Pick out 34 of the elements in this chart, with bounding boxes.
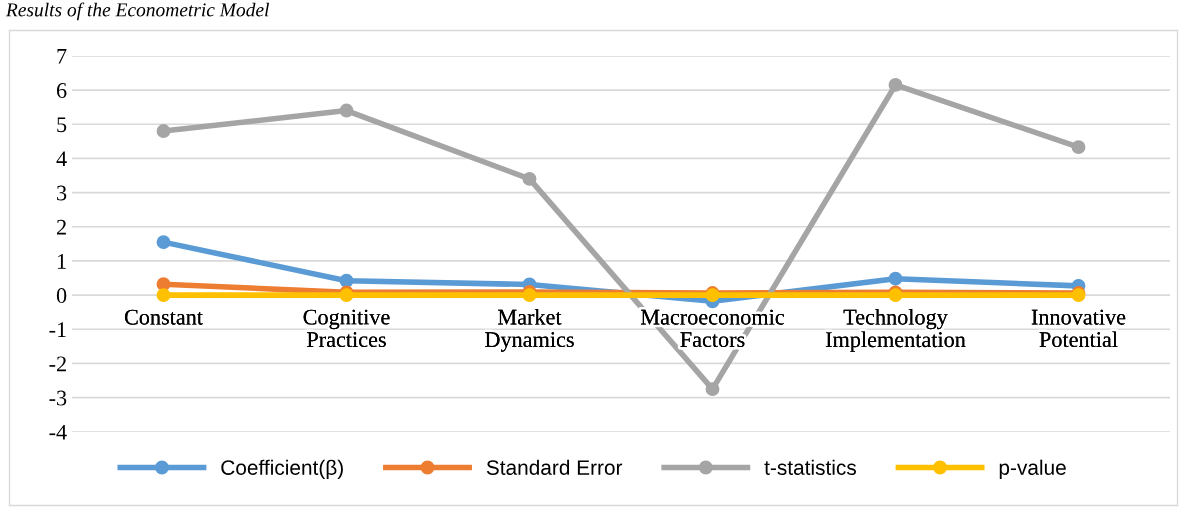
legend-label: Standard Error <box>486 459 623 475</box>
point <box>339 103 354 118</box>
x-tick-label: Macroeconomic Factors <box>640 309 784 348</box>
point <box>156 235 171 250</box>
y-tick-label: -3 <box>49 390 67 406</box>
x-tick-label: Innovative Potential <box>1031 309 1126 348</box>
y-tick-label: 2 <box>57 219 66 235</box>
y-tick-label: 6 <box>56 83 67 98</box>
y-tick-label: -4 <box>49 424 67 440</box>
x-tick-label: Constant <box>124 309 203 325</box>
point <box>339 273 354 288</box>
legend-label: Coefficient(β) <box>221 459 343 480</box>
point <box>522 288 537 303</box>
y-tick-label: 5 <box>57 117 67 133</box>
x-tick-label: Market Dynamics <box>485 308 574 352</box>
y-tick-label: -1 <box>49 322 66 337</box>
point <box>888 271 903 286</box>
y-tick-label: -2 <box>49 356 66 372</box>
y-tick-label: 7 <box>57 49 67 64</box>
x-tick-label: Technology Implementation <box>825 308 966 352</box>
x-tick-label: Cognitive Practices <box>303 309 390 348</box>
y-tick-label: 0 <box>56 288 67 304</box>
point <box>156 124 171 139</box>
point <box>522 171 537 186</box>
point <box>888 77 903 92</box>
legend-label: t-statistics <box>764 459 856 475</box>
point <box>1071 140 1086 155</box>
chart-title: Results of the Econometric Model <box>5 2 270 21</box>
y-tick-label: 3 <box>57 185 67 201</box>
point <box>156 288 171 303</box>
y-tick-label: 1 <box>57 253 66 269</box>
point <box>705 382 720 397</box>
legend-label: p-value <box>999 459 1066 480</box>
y-tick-label: 4 <box>56 151 67 167</box>
